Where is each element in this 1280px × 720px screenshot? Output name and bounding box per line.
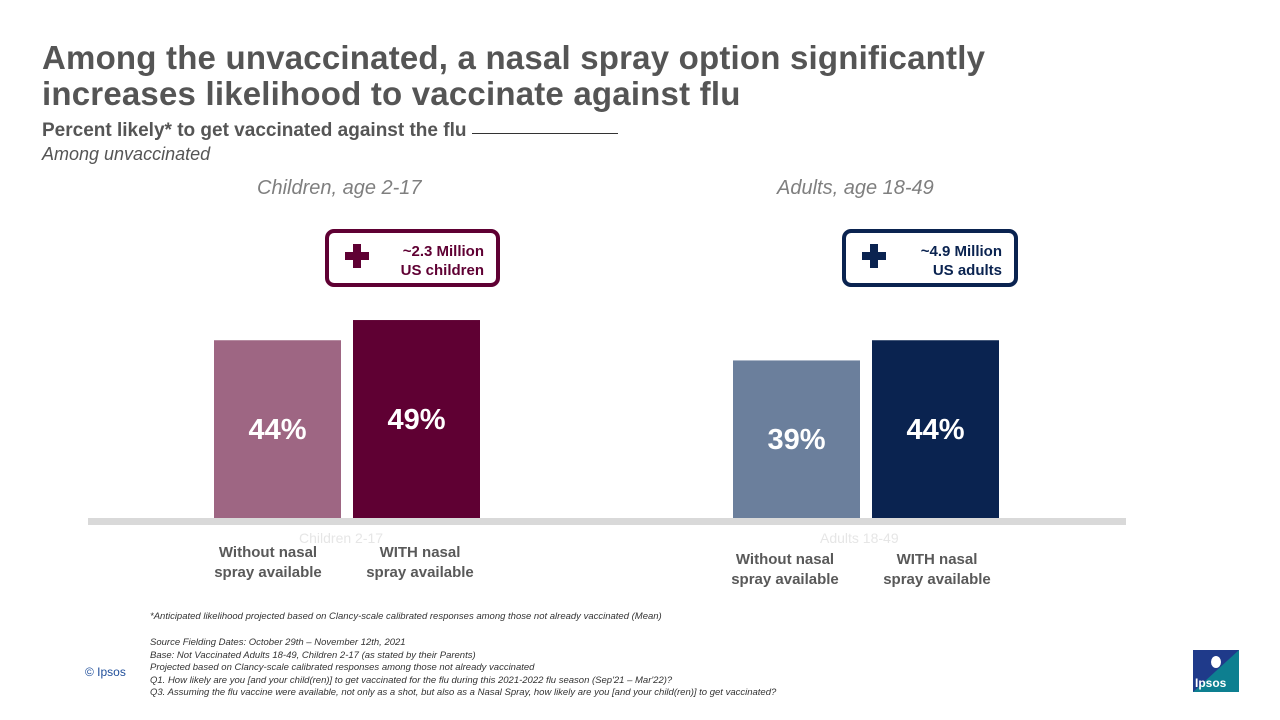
source-line: Source Fielding Dates: October 29th – No… (150, 637, 406, 648)
bar-label-line: WITH nasal (896, 551, 978, 568)
group-label-children: Children, age 2-17 (257, 177, 422, 199)
source-line: Projected based on Clancy-scale calibrat… (150, 662, 535, 673)
bar-label-line: Without nasal (735, 551, 835, 568)
chart-subtitle: Percent likely* to get vaccinated agains… (42, 120, 619, 142)
bar-chart: 44% 49% 39% 44% (88, 320, 1126, 525)
bar-label-children-without: Without nasal spray available (193, 543, 343, 583)
callout-children-text: ~2.3 Million US children (401, 242, 484, 280)
bar-adults-with (872, 340, 999, 518)
footnote: *Anticipated likelihood projected based … (150, 611, 662, 622)
source-notes: Source Fielding Dates: October 29th – No… (150, 637, 776, 700)
callout-children: ~2.3 Million US children (325, 229, 500, 287)
bar-label-adults-with: WITH nasal spray available (862, 550, 1012, 590)
bar-adults-without (733, 360, 860, 518)
source-line: Q3. Assuming the flu vaccine were availa… (150, 687, 777, 698)
group-label-adults: Adults, age 18-49 (777, 177, 934, 199)
slide-title: Among the unvaccinated, a nasal spray op… (42, 40, 1142, 112)
logo-text: Ipsos (1195, 676, 1227, 690)
bar-label-line: WITH nasal (379, 544, 461, 561)
callout-adults-text: ~4.9 Million US adults (921, 242, 1002, 280)
bar-label-line: Without nasal (218, 544, 318, 561)
base-note: Among unvaccinated (42, 144, 211, 164)
callout-adults-line1: ~4.9 Million (920, 243, 1002, 260)
bar-label-line: spray available (883, 571, 991, 588)
bar-children-without (214, 340, 341, 518)
subtitle-blank-line (472, 133, 619, 134)
data-label: 44% (906, 414, 964, 446)
callout-children-line2: US children (400, 262, 484, 279)
source-line: Base: Not Vaccinated Adults 18-49, Child… (150, 649, 476, 661)
bar-label-adults-without: Without nasal spray available (710, 550, 860, 590)
subtitle-text: Percent likely* to get vaccinated agains… (42, 120, 467, 141)
copyright: © Ipsos (85, 665, 126, 679)
logo-dot (1211, 656, 1221, 668)
ipsos-logo: Ipsos (1193, 650, 1239, 692)
plus-icon (345, 244, 369, 268)
data-label: 49% (387, 404, 445, 436)
bar-label-line: spray available (366, 564, 474, 581)
x-axis-line (88, 518, 1126, 525)
title-line-2: increases likelihood to vaccinate agains… (42, 75, 741, 112)
bar-label-line: spray available (731, 571, 839, 588)
callout-children-line1: ~2.3 Million (402, 243, 484, 260)
plus-icon (862, 244, 886, 268)
data-label: 44% (248, 414, 306, 446)
data-label: 39% (767, 424, 825, 456)
category-label-adults: Adults 18-49 (820, 530, 899, 546)
title-line-1: Among the unvaccinated, a nasal spray op… (42, 39, 986, 76)
callout-adults: ~4.9 Million US adults (842, 229, 1018, 287)
bar-label-line: spray available (214, 564, 322, 581)
bar-label-children-with: WITH nasal spray available (345, 543, 495, 583)
source-line: Q1. How likely are you [and your child(r… (150, 674, 673, 686)
bar-children-with (353, 320, 480, 518)
category-label-children: Children 2-17 (299, 530, 384, 546)
callout-adults-line2: US adults (932, 262, 1002, 279)
